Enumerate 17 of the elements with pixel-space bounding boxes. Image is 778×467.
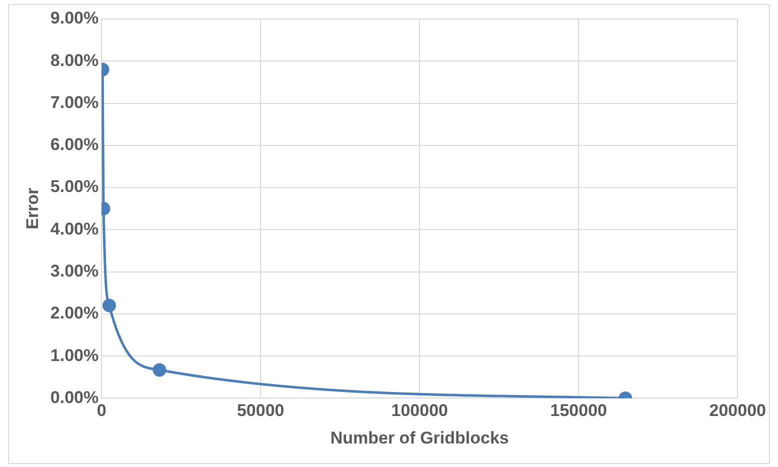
- x-tick-label: 50000: [236, 401, 284, 420]
- y-tick-label: 6.00%: [50, 135, 99, 154]
- x-tick-label: 200000: [709, 401, 766, 420]
- y-tick-label: 2.00%: [50, 304, 99, 323]
- y-tick-label: 5.00%: [50, 177, 99, 196]
- y-tick-label: 7.00%: [50, 92, 99, 112]
- y-tick-label: 0.00%: [50, 388, 99, 407]
- x-axis-title: Number of Gridblocks: [330, 428, 509, 448]
- y-tick-label: 8.00%: [50, 50, 99, 70]
- y-tick-label: 9.00%: [50, 8, 99, 28]
- y-tick-label: 1.00%: [50, 346, 99, 365]
- x-tick-label: 100000: [391, 401, 448, 420]
- x-tick-label: 150000: [550, 401, 607, 420]
- y-tick-label: 4.00%: [50, 219, 99, 238]
- x-tick-label: 0: [96, 401, 106, 420]
- y-axis-title: Error: [22, 187, 42, 230]
- y-tick-label: 3.00%: [50, 261, 99, 280]
